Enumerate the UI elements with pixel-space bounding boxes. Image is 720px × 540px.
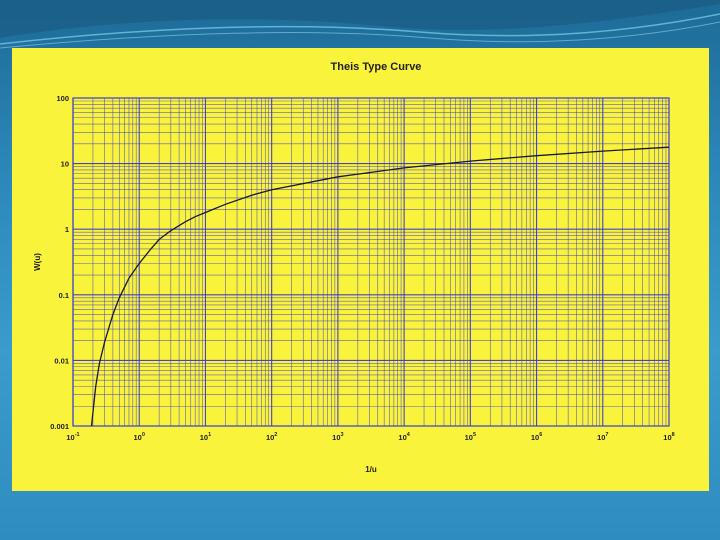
y-tick-label: 1 bbox=[65, 225, 69, 234]
x-tick-label: 103 bbox=[332, 432, 343, 442]
x-tick-label: 107 bbox=[597, 432, 608, 442]
y-tick-label: 0.1 bbox=[59, 291, 69, 300]
header-wave-decoration bbox=[0, 0, 720, 49]
x-tick-label: 105 bbox=[465, 432, 476, 442]
x-tick-label: 10-1 bbox=[66, 432, 79, 442]
series-line bbox=[90, 146, 670, 427]
x-axis-label: 1/u bbox=[365, 465, 377, 474]
y-axis-label: W(u) bbox=[33, 253, 42, 271]
grid-lines bbox=[72, 98, 669, 427]
x-tick-label: 100 bbox=[134, 432, 145, 442]
y-tick-label: 0.01 bbox=[54, 356, 69, 365]
y-tick-label: 10 bbox=[61, 160, 69, 169]
chart-panel: Theis Type Curve 0.001 0.01 0.1 1 10 100 10-1… bbox=[12, 48, 709, 491]
x-tick-label: 106 bbox=[531, 432, 542, 442]
y-tick-label: 0.001 bbox=[50, 422, 69, 431]
x-tick-label: 101 bbox=[200, 432, 211, 442]
x-tick-labels: 10-1 100 101 102 103 104 105 106 107 108 bbox=[66, 432, 674, 442]
theis-type-curve-chart: Theis Type Curve 0.001 0.01 0.1 1 10 100 10-1… bbox=[33, 61, 675, 474]
x-tick-label: 108 bbox=[663, 432, 674, 442]
x-tick-label: 104 bbox=[398, 432, 410, 442]
plot-frame bbox=[72, 97, 670, 427]
y-tick-label: 100 bbox=[56, 94, 69, 103]
x-tick-label: 102 bbox=[266, 432, 277, 442]
chart-title: Theis Type Curve bbox=[331, 61, 422, 73]
curve-group bbox=[90, 146, 670, 427]
y-tick-labels: 0.001 0.01 0.1 1 10 100 bbox=[50, 94, 69, 431]
